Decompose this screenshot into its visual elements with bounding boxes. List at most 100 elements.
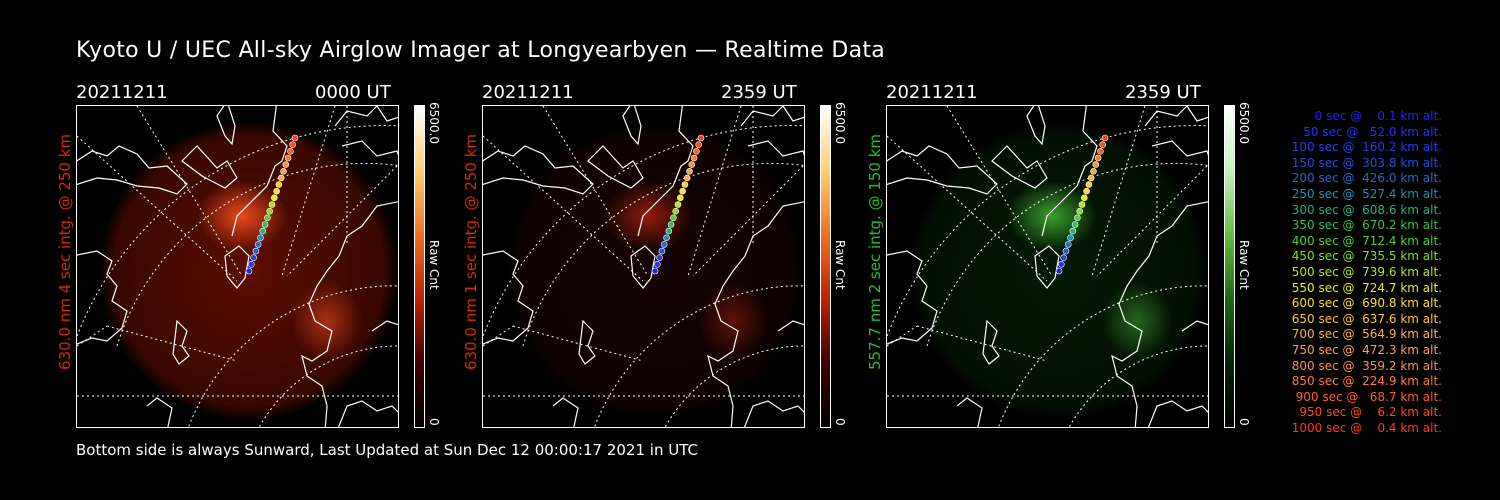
satellite-track-point [1060,254,1067,261]
coastline [991,145,1048,189]
coastline [231,106,288,237]
panel-3-wavelength-label: 557.7 nm 2 sec intg. @ 150 km [866,133,884,370]
grid-line [77,325,108,347]
coastline [578,319,596,365]
grid-line [286,165,398,277]
panel-3-colorbar [1224,105,1235,428]
legend-row: 450 sec @ 735.5 km alt. [1287,249,1442,264]
satellite-track-point [282,161,290,168]
satellite-track-point [1069,227,1077,235]
satellite-track-point [688,161,696,168]
panel-1-colorbar-max: 6500.0 [427,102,441,144]
legend-row: 300 sec @ 608.6 km alt. [1287,202,1442,217]
coastline [483,250,534,345]
legend-row: 750 sec @ 472.3 km alt. [1287,342,1442,357]
coastline [707,201,804,427]
grid-line [692,165,804,277]
panel-3-allsky-image [886,105,1209,428]
satellite-track-point [280,168,287,175]
coastline [181,145,238,189]
legend-row: 650 sec @ 637.6 km alt. [1287,311,1442,326]
panel-3-colorbar-min: 0 [1237,418,1251,426]
legend-row: 0 sec @ 0.1 km alt. [1303,109,1442,123]
satellite-track-point [248,261,255,268]
satellite-track-point [663,234,670,242]
coastline [1181,320,1208,332]
coastline [341,140,398,157]
grid-line [1096,165,1208,277]
coastline [224,245,250,289]
coastline [1144,106,1208,127]
panel-2-map [483,106,804,427]
satellite-track-point [1067,234,1074,242]
coastline [552,397,579,427]
coastline [1041,106,1098,237]
panel-3-date: 20211211 [886,82,978,103]
satellite-track-point [1092,161,1100,168]
satellite-track-point [693,147,700,155]
coastline [1147,400,1208,427]
satellite-track-point [1097,147,1104,155]
satellite-track-point [1094,154,1102,162]
grid-line [136,106,243,277]
satellite-track-point [284,154,292,162]
panel-2-time: 2359 UT [721,82,797,103]
panel-1-colorbar-label: Raw Cnt [427,240,441,290]
satellite-track-point [250,254,257,261]
legend-row: 150 sec @ 303.8 km alt. [1287,155,1442,170]
panel-2-colorbar-label: Raw Cnt [833,240,847,290]
grid-line [542,106,649,277]
panel-1-wavelength-label: 630.0 nm 4 sec intg. @ 250 km [56,133,74,370]
panel-2-date: 20211211 [482,82,574,103]
panel-3-colorbar-label: Raw Cnt [1237,240,1251,290]
satellite-track-point [677,194,684,202]
coastline [777,320,804,332]
coastline [1034,245,1060,289]
satellite-track-point [695,141,702,149]
panel-2-colorbar [820,105,831,428]
coastline [337,400,398,427]
coastline [371,320,398,332]
satellite-track-point [1076,207,1083,215]
legend-row: 400 sec @ 712.4 km alt. [1287,233,1442,248]
satellite-track-point [259,227,267,235]
satellite-track-point [654,261,661,268]
panel-1-colorbar-min: 0 [427,418,441,426]
coastline [587,145,644,189]
satellite-track-point [1101,134,1109,142]
legend-row: 600 sec @ 690.8 km alt. [1287,296,1442,311]
legend-row: 850 sec @ 224.9 km alt. [1287,374,1442,389]
satellite-track-point [257,234,264,242]
coastline [637,106,694,237]
satellite-track-point [268,201,276,208]
satellite-track-point [658,247,666,255]
legend-row: 200 sec @ 426.0 km alt. [1287,171,1442,186]
coastline [740,106,804,127]
satellite-track-point [683,174,691,182]
coastline [146,397,173,427]
panel-3-time: 2359 UT [1125,82,1201,103]
legend-row: 550 sec @ 724.7 km alt. [1287,280,1442,295]
satellite-track-point [261,221,269,228]
satellite-track-point [1087,174,1095,182]
legend-row: 250 sec @ 527.4 km alt. [1287,186,1442,201]
satellite-track-point [287,147,294,155]
satellite-track-point [1055,267,1063,275]
satellite-track-point [697,134,705,142]
satellite-track-point [667,221,675,228]
satellite-track-point [245,267,253,275]
satellite-track-point [289,141,296,149]
satellite-track-point [254,241,262,248]
page-title: Kyoto U / UEC All-sky Airglow Imager at … [76,38,886,63]
coastline [77,145,188,195]
satellite-track-point [1099,141,1106,149]
coastline [334,106,398,127]
satellite-track-point [1074,214,1081,222]
coastline [1111,201,1208,427]
legend-row: 500 sec @ 739.6 km alt. [1287,264,1442,279]
satellite-track-point [252,247,260,255]
legend-row: 1000 sec @ 0.4 km alt. [1291,420,1442,435]
panel-3-colorbar-max: 6500.0 [1237,102,1251,144]
airglow-patch [292,281,362,361]
legend-row: 100 sec @ 160.2 km alt. [1287,140,1442,155]
